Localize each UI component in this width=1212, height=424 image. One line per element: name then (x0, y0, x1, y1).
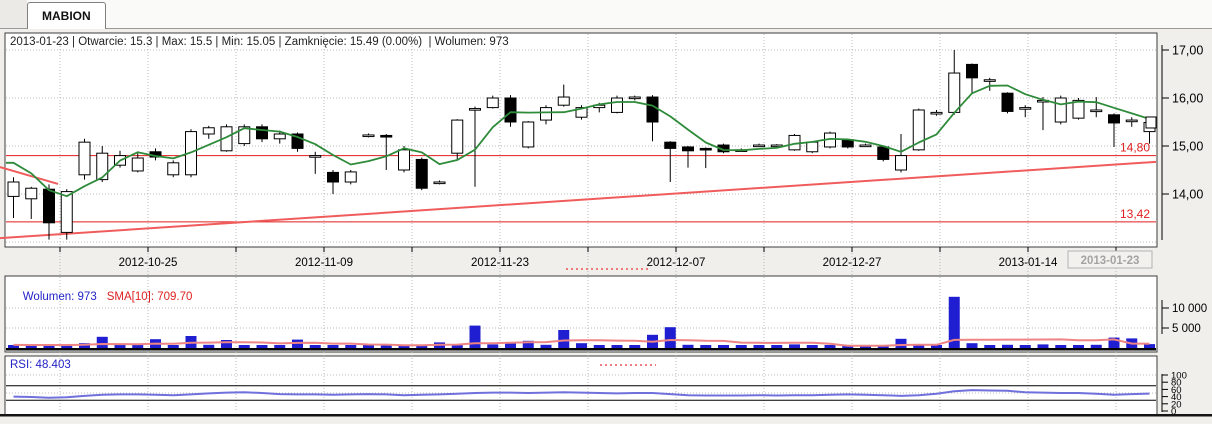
svg-text:40: 40 (1171, 392, 1182, 403)
svg-text:2012-11-09: 2012-11-09 (295, 257, 353, 269)
svg-text:80: 80 (1171, 378, 1182, 389)
svg-text:14,00: 14,00 (1172, 188, 1203, 202)
volume-sma-label: SMA[10]: 709.70 (106, 291, 193, 303)
tab-bar-corner (0, 0, 27, 28)
trendlines (0, 160, 1157, 240)
tab-bar: MABION (0, 0, 1212, 29)
svg-text:2012-10-25: 2012-10-25 (119, 257, 178, 269)
svg-text:13,42: 13,42 (1120, 207, 1150, 221)
price-axis: 17,00 16,00 15,00 14,00 (1145, 44, 1203, 240)
svg-text:0: 0 (1171, 407, 1176, 418)
rsi-lines (6, 385, 1156, 401)
dotted-red-annotations (566, 268, 656, 366)
svg-text:100: 100 (1171, 371, 1187, 382)
ohlc-info-line: 2013-01-23 | Otwarcie: 15.3 | Max: 15.5 … (10, 36, 509, 48)
svg-text:2012-12-27: 2012-12-27 (823, 257, 882, 269)
price-sma-line (6, 84, 1150, 198)
date-axis: 2012-10-25 2012-11-09 2012-11-23 2012-12-07… (59, 247, 1153, 269)
tab-mabion[interactable]: MABION (27, 2, 106, 29)
svg-text:16,00: 16,00 (1172, 92, 1203, 106)
price-level-lines: 14,80 13,42 (6, 141, 1156, 223)
svg-text:2013-01-14: 2013-01-14 (999, 257, 1058, 269)
bottom-edge (0, 414, 1212, 417)
svg-text:5 000: 5 000 (1172, 323, 1201, 335)
volume-axis: 10 000 5 000 (1161, 300, 1207, 335)
svg-text:2012-12-07: 2012-12-07 (647, 257, 706, 269)
rsi-value-line (13, 389, 1150, 399)
svg-text:10 000: 10 000 (1172, 303, 1207, 315)
svg-text:14,80: 14,80 (1120, 141, 1150, 155)
svg-text:2012-11-23: 2012-11-23 (471, 257, 529, 269)
svg-text:15,00: 15,00 (1172, 140, 1203, 154)
svg-text:20: 20 (1171, 399, 1182, 410)
svg-text:17,00: 17,00 (1172, 44, 1203, 58)
volume-panel-header: Wolumen: 973 SMA[10]: 709.70 (10, 279, 202, 315)
panel-backgrounds (4, 32, 1158, 416)
tab-bar-divider (0, 28, 1212, 29)
rsi-panel-header: RSI: 48.403 (10, 359, 71, 371)
svg-text:2013-01-23: 2013-01-23 (1081, 255, 1140, 267)
candles (7, 50, 1156, 240)
volume-baseline (6, 348, 1156, 351)
svg-text:60: 60 (1171, 385, 1182, 396)
volume-value-label: Wolumen: 973 (22, 291, 97, 303)
volume-sma-line (13, 338, 1150, 347)
